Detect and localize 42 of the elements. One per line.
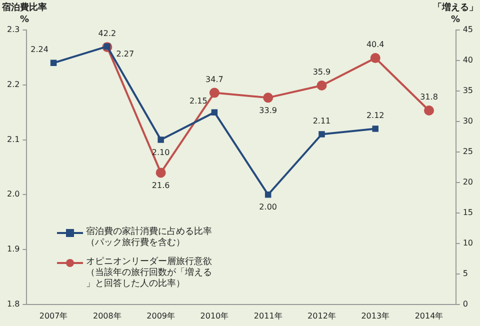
- y-axis-title: 宿泊費比率 %: [2, 2, 47, 26]
- x-tick-label: 2011年: [254, 311, 282, 320]
- data-label: 35.9: [312, 68, 331, 77]
- data-label: 21.6: [152, 180, 170, 190]
- data-label: 34.7: [206, 74, 224, 84]
- x-tick-label: 2012年: [308, 311, 336, 320]
- data-label: 2.15: [190, 96, 208, 106]
- x-tick-label: 2008年: [93, 311, 122, 320]
- data-label: 2.00: [259, 202, 277, 212]
- x-tick-label: 2013年: [361, 311, 390, 320]
- data-label: 42.2: [98, 29, 116, 38]
- y2-tick-label: 45: [462, 25, 474, 34]
- data-label: 2.12: [366, 110, 384, 120]
- data-label: 33.9: [259, 106, 277, 115]
- y2-tick-label: 40: [462, 56, 474, 65]
- y2-tick-label: 0: [462, 299, 468, 308]
- y2-tick-label: 35: [462, 86, 474, 96]
- legend-label: 宿泊費の家計消費に占める比率（パック旅行費を含む）: [86, 227, 213, 250]
- data-label: 31.8: [420, 92, 438, 102]
- data-label: 2.27: [116, 50, 134, 59]
- y2-tick-label: 25: [462, 147, 474, 156]
- y-tick-label: 2.1: [6, 134, 20, 144]
- x-tick-label: 2010年: [200, 311, 229, 320]
- y2-tick-label: 20: [462, 178, 474, 187]
- data-label: 2.24: [30, 45, 48, 54]
- data-label: 2.10: [152, 148, 170, 157]
- legend-label: オピニオンリーダー層旅行意欲（当該年の旅行回数が「増える」と回答した人の比率）: [86, 257, 213, 290]
- x-tick-label: 2014年: [414, 311, 444, 320]
- y-tick-label: 2.2: [6, 80, 20, 89]
- y-tick-label: 1.9: [6, 244, 20, 254]
- y-tick-label: 2.3: [6, 25, 20, 34]
- x-tick-label: 2009年: [146, 311, 175, 320]
- y2-tick-label: 5: [462, 268, 468, 278]
- y-tick-label: 2.0: [6, 190, 20, 199]
- y2-tick-label: 10: [462, 238, 474, 248]
- y-tick-label: 1.8: [6, 299, 20, 308]
- data-label: 40.4: [366, 40, 384, 50]
- y2-axis-title: 「増える」 %: [433, 2, 478, 26]
- x-tick-label: 2007年: [39, 311, 68, 320]
- y2-tick-label: 15: [462, 208, 474, 218]
- data-label: 2.11: [312, 116, 331, 126]
- y2-tick-label: 30: [462, 116, 474, 126]
